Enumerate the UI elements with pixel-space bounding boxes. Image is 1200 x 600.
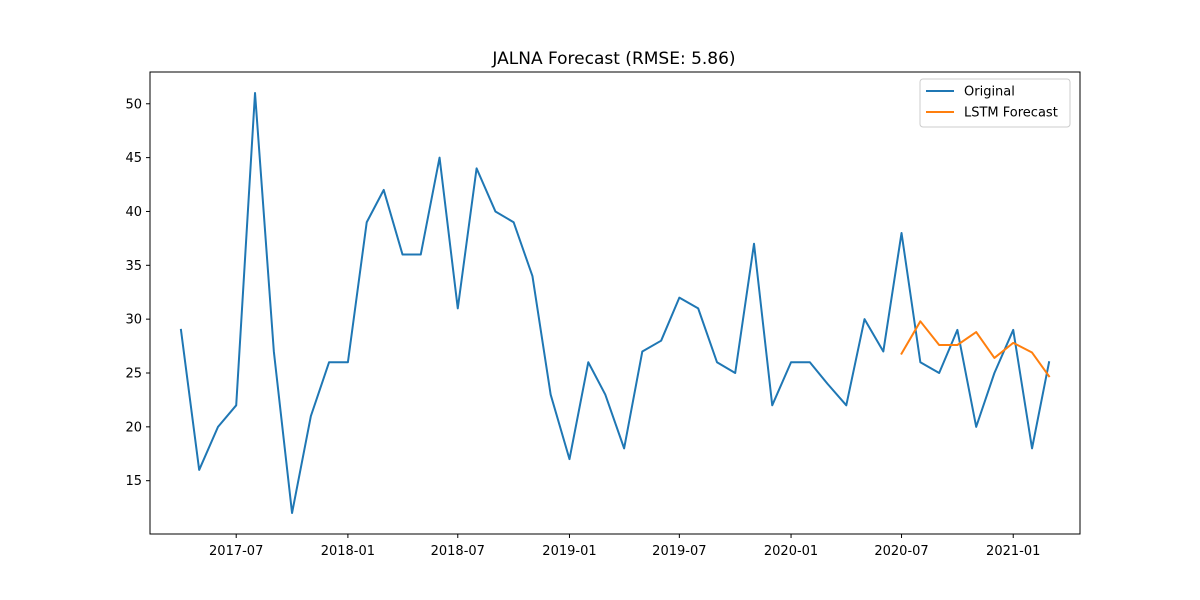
y-tick-label: 40 — [125, 205, 142, 220]
x-tick-label: 2018-07 — [431, 544, 485, 559]
data-point-original — [641, 350, 643, 353]
plot-frame — [149, 71, 1081, 535]
data-point-original — [863, 318, 866, 320]
data-point-lstm-forecast — [975, 331, 977, 333]
y-tick-label: 50 — [125, 97, 142, 112]
y-tick-label: 45 — [125, 151, 142, 166]
data-point-original — [1012, 329, 1014, 331]
data-point-original — [790, 361, 792, 363]
data-point-original — [328, 361, 330, 363]
data-point-original — [938, 372, 940, 374]
legend: Original LSTM Forecast — [919, 78, 1071, 128]
x-axis: 2017-07 2018-01 2018-07 2019-01 2019-07 2020-… — [209, 534, 1040, 559]
data-point-lstm-forecast — [1048, 375, 1050, 377]
data-point-original — [198, 469, 200, 471]
data-point-original — [475, 167, 478, 169]
data-point-original — [975, 426, 977, 428]
x-tick-label: 2017-07 — [209, 544, 263, 559]
x-tick-label: 2021-01 — [986, 544, 1040, 559]
data-point-lstm-forecast — [1031, 351, 1033, 354]
x-tick-label: 2020-07 — [874, 544, 928, 559]
data-point-original — [420, 253, 422, 256]
data-point-original — [383, 189, 385, 191]
data-point-original — [956, 329, 958, 331]
y-tick-label: 15 — [125, 474, 142, 489]
data-point-original — [623, 447, 625, 449]
data-point-original — [273, 350, 275, 353]
data-point-original — [513, 221, 515, 223]
data-point-original — [900, 232, 903, 234]
data-point-original — [1048, 361, 1050, 363]
data-point-lstm-forecast — [938, 344, 940, 346]
data-point-original — [291, 512, 293, 514]
data-point-original — [771, 404, 773, 406]
legend-label-lstm-forecast: LSTM Forecast — [964, 106, 1058, 121]
data-point-original — [882, 350, 884, 353]
data-point-original — [310, 415, 312, 417]
x-tick-label: 2019-07 — [652, 544, 706, 559]
x-tick-label: 2020-01 — [764, 544, 818, 559]
data-point-original — [217, 426, 219, 428]
chart-title: JALNA Forecast (RMSE: 5.86) — [491, 49, 735, 69]
data-point-original — [697, 307, 699, 309]
data-point-original — [753, 243, 755, 245]
x-tick-label: 2019-01 — [542, 544, 596, 559]
data-point-original — [604, 393, 606, 396]
legend-label-original: Original — [964, 85, 1015, 100]
data-point-original — [494, 210, 497, 213]
data-point-lstm-forecast — [900, 353, 903, 355]
data-point-original — [678, 297, 680, 299]
data-point-original — [826, 383, 829, 385]
data-point-original — [366, 221, 368, 223]
x-tick-label: 2018-01 — [321, 544, 375, 559]
y-tick-label: 25 — [125, 367, 142, 382]
data-point-original — [993, 372, 996, 374]
data-point-original — [716, 361, 718, 363]
data-point-lstm-forecast — [956, 344, 958, 346]
data-point-original — [235, 404, 237, 406]
data-point-original — [919, 361, 921, 363]
data-point-original — [531, 275, 534, 277]
series-line-lstm-forecast — [900, 320, 1051, 378]
data-point-lstm-forecast — [1012, 342, 1014, 344]
data-point-lstm-forecast — [919, 320, 921, 322]
data-point-original — [438, 157, 441, 159]
data-point-original — [660, 340, 662, 342]
y-tick-label: 20 — [125, 420, 142, 435]
data-point-original — [845, 404, 847, 406]
data-point-lstm-forecast — [993, 357, 996, 359]
data-point-original — [180, 329, 182, 331]
y-axis: 15 20 25 30 35 40 45 50 — [125, 97, 150, 489]
data-point-original — [254, 92, 256, 94]
y-tick-label: 35 — [125, 259, 142, 274]
data-point-original — [1031, 447, 1033, 449]
legend-box — [919, 78, 1071, 128]
data-point-original — [550, 393, 552, 396]
data-point-original — [568, 458, 571, 460]
data-point-original — [587, 361, 589, 363]
data-point-original — [401, 253, 404, 256]
data-point-original — [809, 361, 811, 363]
y-tick-label: 30 — [125, 313, 142, 328]
data-point-original — [734, 372, 736, 374]
data-point-original — [457, 307, 459, 309]
series-line-original — [179, 92, 1051, 514]
data-point-original — [347, 361, 349, 363]
